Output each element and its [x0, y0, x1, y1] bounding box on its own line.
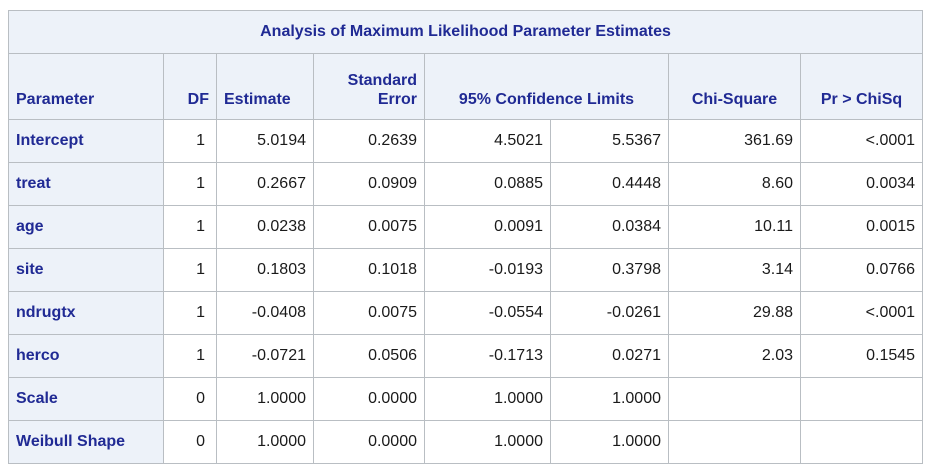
cell-cl-upper: 1.0000 [550, 377, 669, 421]
row-header-parameter: Intercept [8, 119, 164, 163]
table-title: Analysis of Maximum Likelihood Parameter… [7, 10, 924, 54]
cell-cl-upper: 5.5367 [550, 119, 669, 163]
cell-estimate: 5.0194 [216, 119, 314, 163]
cell-chi-square: 8.60 [668, 162, 801, 206]
cell-cl-lower: 0.0091 [424, 205, 551, 249]
table-row-age: age 1 0.0238 0.0075 0.0091 0.0384 10.11 … [8, 205, 924, 249]
cell-df: 0 [163, 420, 217, 464]
cell-estimate: 0.2667 [216, 162, 314, 206]
cell-df: 1 [163, 291, 217, 335]
title-row: Analysis of Maximum Likelihood Parameter… [7, 10, 924, 54]
cell-estimate: 0.1803 [216, 248, 314, 292]
cell-standard-error: 0.0000 [313, 420, 425, 464]
mle-parameter-estimates-table: Analysis of Maximum Likelihood Parameter… [7, 10, 924, 464]
cell-estimate: 1.0000 [216, 420, 314, 464]
column-header-row: Parameter DF Estimate Standard Error 95%… [8, 53, 924, 120]
cell-standard-error: 0.0909 [313, 162, 425, 206]
cell-pr-chisq: 0.0034 [799, 162, 924, 206]
row-header-parameter: Weibull Shape [8, 420, 164, 464]
cell-pr-chisq [799, 420, 924, 464]
cell-chi-square: 10.11 [668, 205, 801, 249]
cell-cl-upper: 0.0271 [550, 334, 669, 378]
cell-df: 1 [163, 248, 217, 292]
cell-chi-square: 29.88 [668, 291, 801, 335]
table-row-ndrugtx: ndrugtx 1 -0.0408 0.0075 -0.0554 -0.0261… [8, 291, 924, 335]
cell-estimate: 1.0000 [216, 377, 314, 421]
cell-df: 1 [163, 334, 217, 378]
cell-chi-square: 2.03 [668, 334, 801, 378]
table-row-treat: treat 1 0.2667 0.0909 0.0885 0.4448 8.60… [8, 162, 924, 206]
cell-cl-lower: -0.1713 [424, 334, 551, 378]
col-header-standard-error: Standard Error [313, 53, 425, 120]
col-header-standard-error-line2: Error [377, 90, 417, 108]
table-row-intercept: Intercept 1 5.0194 0.2639 4.5021 5.5367 … [8, 119, 924, 163]
cell-standard-error: 0.0075 [313, 291, 425, 335]
col-header-estimate: Estimate [216, 53, 314, 120]
cell-cl-upper: 0.3798 [550, 248, 669, 292]
cell-standard-error: 0.1018 [313, 248, 425, 292]
cell-cl-upper: 1.0000 [550, 420, 669, 464]
table-row-scale: Scale 0 1.0000 0.0000 1.0000 1.0000 [8, 377, 924, 421]
table-row-weibull-shape: Weibull Shape 0 1.0000 0.0000 1.0000 1.0… [8, 420, 924, 464]
col-header-pr-chisq: Pr > ChiSq [799, 53, 924, 120]
col-header-chi-square: Chi-Square [668, 53, 801, 120]
cell-pr-chisq: 0.1545 [799, 334, 924, 378]
row-header-parameter: Scale [8, 377, 164, 421]
cell-cl-lower: 4.5021 [424, 119, 551, 163]
cell-pr-chisq: 0.0015 [799, 205, 924, 249]
cell-pr-chisq: <.0001 [799, 119, 924, 163]
cell-cl-lower: 1.0000 [424, 377, 551, 421]
cell-chi-square: 3.14 [668, 248, 801, 292]
cell-df: 1 [163, 162, 217, 206]
cell-chi-square: 361.69 [668, 119, 801, 163]
cell-standard-error: 0.0075 [313, 205, 425, 249]
cell-estimate: -0.0408 [216, 291, 314, 335]
cell-cl-lower: 1.0000 [424, 420, 551, 464]
cell-df: 0 [163, 377, 217, 421]
cell-standard-error: 0.2639 [313, 119, 425, 163]
row-header-parameter: age [8, 205, 164, 249]
row-header-parameter: treat [8, 162, 164, 206]
cell-cl-lower: 0.0885 [424, 162, 551, 206]
row-header-parameter: site [8, 248, 164, 292]
cell-estimate: 0.0238 [216, 205, 314, 249]
cell-chi-square [668, 377, 801, 421]
cell-cl-upper: 0.4448 [550, 162, 669, 206]
cell-cl-lower: -0.0554 [424, 291, 551, 335]
col-header-confidence-limits: 95% Confidence Limits [424, 53, 669, 120]
cell-standard-error: 0.0000 [313, 377, 425, 421]
table-row-herco: herco 1 -0.0721 0.0506 -0.1713 0.0271 2.… [8, 334, 924, 378]
cell-cl-upper: -0.0261 [550, 291, 669, 335]
cell-estimate: -0.0721 [216, 334, 314, 378]
cell-chi-square [668, 420, 801, 464]
col-header-df: DF [163, 53, 217, 120]
row-header-parameter: ndrugtx [8, 291, 164, 335]
cell-df: 1 [163, 119, 217, 163]
cell-pr-chisq: <.0001 [799, 291, 924, 335]
row-header-parameter: herco [8, 334, 164, 378]
cell-pr-chisq [799, 377, 924, 421]
cell-standard-error: 0.0506 [313, 334, 425, 378]
col-header-parameter: Parameter [8, 53, 164, 120]
cell-cl-lower: -0.0193 [424, 248, 551, 292]
cell-df: 1 [163, 205, 217, 249]
cell-pr-chisq: 0.0766 [799, 248, 924, 292]
col-header-standard-error-line1: Standard [347, 72, 417, 90]
cell-cl-upper: 0.0384 [550, 205, 669, 249]
table-row-site: site 1 0.1803 0.1018 -0.0193 0.3798 3.14… [8, 248, 924, 292]
